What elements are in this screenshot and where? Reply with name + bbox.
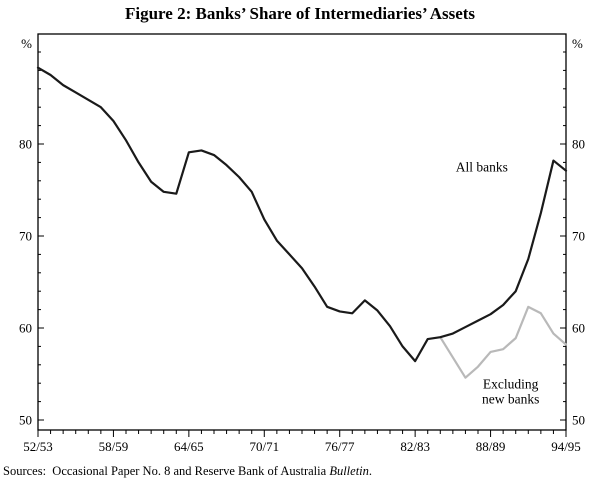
- x-tick-label: 64/65: [174, 439, 204, 454]
- line-chart: 50 50 60 60 70 70 80 80% % 52/53 58/59 64/65 70/71 76…: [19, 33, 585, 454]
- x-tick-label: 76/77: [325, 439, 355, 454]
- percent-label: %: [572, 36, 583, 51]
- x-tick-label: 82/83: [400, 439, 430, 454]
- sources-italic-title: Bulletin: [329, 464, 369, 478]
- sources-period: .: [368, 464, 373, 478]
- series-excluding-new-banks: [439, 305, 568, 379]
- y-tick-label: 70: [572, 229, 585, 244]
- series-all-banks: [36, 66, 568, 363]
- y-tick-label: 80: [572, 137, 585, 152]
- percent-label: %: [21, 36, 32, 51]
- y-tick-label: 50: [572, 413, 585, 428]
- x-tick-label: 94/95: [551, 439, 581, 454]
- x-tick-label: 70/71: [249, 439, 279, 454]
- sources-text: Sources: Occasional Paper No. 8 and Rese…: [3, 464, 330, 478]
- x-tick-label: 58/59: [99, 439, 129, 454]
- x-tick-label: 88/89: [476, 439, 506, 454]
- plot-frame: [37, 33, 567, 431]
- y-tick-label: 60: [19, 321, 32, 336]
- x-tick-label: 52/53: [23, 439, 53, 454]
- y-tick-label: 80: [19, 137, 32, 152]
- sources-note: Sources: Occasional Paper No. 8 and Rese…: [3, 464, 372, 479]
- chart-label-1: Excluding new banks: [482, 377, 539, 407]
- figure-title: Figure 2: Banks’ Share of Intermediaries…: [124, 4, 476, 23]
- y-tick-label: 70: [19, 229, 32, 244]
- chart-label-0: All banks: [456, 160, 508, 175]
- y-tick-label: 50: [19, 413, 32, 428]
- y-tick-label: 60: [572, 321, 585, 336]
